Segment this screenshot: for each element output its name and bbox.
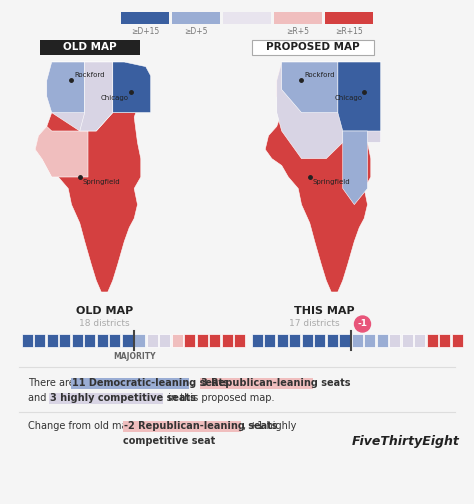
Bar: [274, 12, 322, 24]
Polygon shape: [47, 62, 85, 112]
Polygon shape: [35, 62, 151, 292]
Bar: [427, 334, 438, 347]
Bar: [339, 334, 350, 347]
Text: competitive seat: competitive seat: [123, 436, 215, 446]
Bar: [47, 334, 58, 347]
Bar: [315, 334, 326, 347]
Text: FiveThirtyEight: FiveThirtyEight: [352, 434, 460, 448]
Polygon shape: [282, 62, 338, 112]
Text: There are: There are: [28, 378, 78, 388]
Bar: [71, 377, 189, 389]
Bar: [197, 334, 208, 347]
Polygon shape: [113, 62, 151, 112]
Bar: [365, 334, 375, 347]
Bar: [325, 12, 373, 24]
Text: Rockford: Rockford: [304, 73, 335, 79]
Text: Chicago: Chicago: [101, 95, 129, 101]
Text: 18 districts: 18 districts: [79, 319, 130, 328]
Text: and: and: [28, 393, 53, 403]
Circle shape: [355, 316, 371, 332]
Text: ≥R+15: ≥R+15: [335, 27, 363, 36]
Text: 11 Democratic-leaning seats: 11 Democratic-leaning seats: [72, 378, 229, 388]
Text: Rockford: Rockford: [74, 73, 105, 79]
Text: ≥D+15: ≥D+15: [131, 27, 159, 36]
Bar: [40, 40, 140, 55]
Bar: [121, 12, 169, 24]
Bar: [60, 334, 71, 347]
Text: .: .: [191, 436, 198, 446]
Bar: [290, 334, 301, 347]
Bar: [252, 334, 263, 347]
Bar: [402, 334, 413, 347]
Bar: [184, 334, 195, 347]
Bar: [277, 334, 288, 347]
Bar: [159, 334, 171, 347]
Text: THIS MAP: THIS MAP: [294, 306, 355, 316]
Bar: [123, 420, 241, 431]
Text: OLD MAP: OLD MAP: [76, 306, 133, 316]
Text: 17 districts: 17 districts: [289, 319, 340, 328]
Bar: [452, 334, 463, 347]
Bar: [327, 334, 338, 347]
Bar: [122, 334, 133, 347]
Bar: [147, 334, 158, 347]
Text: , +1 highly: , +1 highly: [243, 421, 296, 431]
Text: Springfield: Springfield: [313, 179, 350, 185]
Bar: [390, 334, 401, 347]
Bar: [252, 40, 374, 55]
Text: -2 Republican-leaning seats: -2 Republican-leaning seats: [124, 421, 277, 431]
Bar: [97, 334, 108, 347]
Bar: [377, 334, 388, 347]
Bar: [223, 12, 271, 24]
Bar: [109, 334, 120, 347]
Text: MAJORITY: MAJORITY: [113, 352, 156, 361]
Bar: [49, 393, 164, 404]
Bar: [210, 334, 220, 347]
Bar: [84, 334, 95, 347]
Text: ≥D+5: ≥D+5: [184, 27, 208, 36]
Text: 3 highly competitive seats: 3 highly competitive seats: [51, 393, 196, 403]
Bar: [172, 334, 183, 347]
Text: in this proposed map.: in this proposed map.: [165, 393, 275, 403]
Bar: [414, 334, 426, 347]
Text: PROPOSED MAP: PROPOSED MAP: [266, 42, 360, 52]
Text: -1: -1: [357, 320, 367, 329]
Polygon shape: [80, 62, 113, 131]
Polygon shape: [343, 131, 367, 205]
Bar: [135, 334, 146, 347]
Bar: [72, 334, 83, 347]
Bar: [235, 334, 246, 347]
Text: OLD MAP: OLD MAP: [63, 42, 117, 52]
Polygon shape: [265, 62, 381, 292]
Bar: [200, 377, 313, 389]
Text: Chicago: Chicago: [334, 95, 362, 101]
Text: ,: ,: [191, 378, 197, 388]
Bar: [439, 334, 450, 347]
Bar: [222, 334, 233, 347]
Bar: [172, 12, 220, 24]
Bar: [302, 334, 313, 347]
Polygon shape: [35, 127, 88, 177]
Bar: [352, 334, 363, 347]
Bar: [22, 334, 33, 347]
Polygon shape: [277, 62, 381, 159]
Bar: [264, 334, 275, 347]
Bar: [35, 334, 46, 347]
Text: 3 Republican-leaning seats: 3 Republican-leaning seats: [201, 378, 350, 388]
Text: Change from old map:: Change from old map:: [28, 421, 143, 431]
Polygon shape: [47, 62, 151, 131]
Polygon shape: [338, 62, 381, 131]
Text: Springfield: Springfield: [83, 179, 120, 185]
Text: ≥R+5: ≥R+5: [286, 27, 310, 36]
